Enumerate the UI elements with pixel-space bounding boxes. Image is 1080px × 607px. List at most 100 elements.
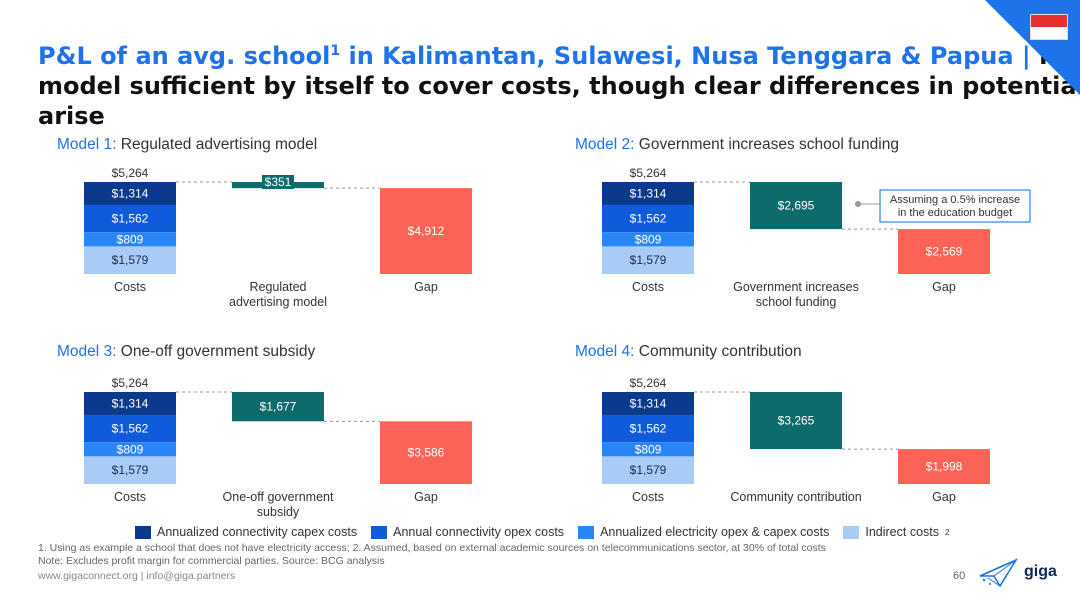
model-1-chart: $5,264 $1,314 $1,562 $809 $1,579 $351 $4,912 Co… <box>84 166 472 309</box>
legend-swatch-opex <box>371 525 388 539</box>
model-2-name: Government increases school funding <box>638 136 899 153</box>
legend-item-indirect: Indirect costs 2 <box>843 525 949 539</box>
electricity-segment-label: $809 <box>635 232 662 246</box>
gap-bar-label: $1,998 <box>926 460 963 474</box>
total-label: $5,264 <box>630 166 667 180</box>
indirect-segment-label: $1,579 <box>112 463 149 477</box>
legend-sup-indirect: 2 <box>945 527 950 537</box>
page-number: 60 <box>953 570 966 582</box>
category-label: Costs <box>114 490 146 504</box>
electricity-segment-label: $809 <box>117 442 144 456</box>
chart-legend: Annualized connectivity capex costs Annu… <box>135 525 949 539</box>
capex-segment <box>84 182 176 205</box>
indirect-segment-label: $1,579 <box>112 253 149 267</box>
model-bar <box>750 392 842 450</box>
category-label: Gap <box>414 490 438 504</box>
annotation-dot <box>855 201 861 207</box>
footnote-2: Note: Excludes profit margin for commerc… <box>38 555 385 567</box>
annotation-box <box>879 189 1031 223</box>
model-2-title: Model 2: Government increases school fun… <box>575 136 899 154</box>
electricity-segment <box>84 442 176 457</box>
indirect-segment <box>84 456 176 484</box>
model-2-number: Model 2: <box>575 136 635 153</box>
model-bar <box>750 182 842 230</box>
legend-swatch-indirect <box>843 525 860 539</box>
model-1-number: Model 1: <box>57 136 117 153</box>
legend-item-capex: Annualized connectivity capex costs <box>135 525 357 539</box>
opex-segment <box>84 204 176 233</box>
electricity-segment-label: $809 <box>117 232 144 246</box>
legend-swatch-capex <box>135 525 151 539</box>
model-bar-label: $3,265 <box>778 414 815 428</box>
page-title: P&L of an avg. school1 in Kalimantan, Su… <box>38 36 1080 131</box>
model-bar <box>232 392 324 422</box>
category-label: Regulated <box>250 280 307 294</box>
indirect-segment <box>84 246 176 274</box>
category-label: subsidy <box>257 505 300 519</box>
gap-bar-label: $4,912 <box>408 224 445 238</box>
opex-segment-label: $1,562 <box>112 212 149 226</box>
model-3-title: Model 3: One-off government subsidy <box>57 343 315 361</box>
electricity-segment <box>84 232 176 247</box>
indirect-segment <box>602 246 694 274</box>
category-label: Government increases <box>733 280 859 294</box>
category-label: Gap <box>414 280 438 294</box>
indirect-segment-label: $1,579 <box>630 253 667 267</box>
category-label: advertising model <box>229 295 327 309</box>
annotation-text: Assuming a 0.5% increase <box>890 194 1020 206</box>
model-bar-label: $351 <box>265 175 292 189</box>
footnote-1: 1. Using as example a school that does n… <box>38 542 826 554</box>
capex-segment-label: $1,314 <box>630 186 667 200</box>
giga-logo-icon <box>979 558 1019 588</box>
capex-segment <box>602 182 694 205</box>
model-3-number: Model 3: <box>57 343 117 360</box>
giga-logo-text: giga <box>1024 563 1057 580</box>
capex-segment-label: $1,314 <box>630 396 667 410</box>
annotation-text: in the education budget <box>898 207 1012 219</box>
category-label: Gap <box>932 280 956 294</box>
electricity-segment <box>602 442 694 457</box>
opex-segment <box>84 414 176 443</box>
category-label: Costs <box>114 280 146 294</box>
title-part1: P&L of an avg. school <box>38 42 331 70</box>
opex-segment-label: $1,562 <box>112 422 149 436</box>
model-3-chart: $5,264 $1,314 $1,562 $809 $1,579 $1,677 $3,586… <box>84 376 472 519</box>
total-label: $5,264 <box>630 376 667 390</box>
model-4-name: Community contribution <box>638 343 802 360</box>
electricity-segment <box>602 232 694 247</box>
legend-label-opex: Annual connectivity opex costs <box>393 525 565 539</box>
title-sup: 1 <box>330 43 341 59</box>
legend-label-capex: Annualized connectivity capex costs <box>157 525 358 539</box>
indonesia-flag-icon <box>1030 14 1068 40</box>
gap-bar <box>380 421 472 484</box>
opex-segment <box>602 414 694 443</box>
category-label: school funding <box>756 295 837 309</box>
model-bar-label: $2,695 <box>778 199 815 213</box>
model-bar-label: $1,677 <box>260 400 297 414</box>
gap-bar <box>898 229 990 274</box>
total-label: $5,264 <box>112 376 149 390</box>
title-part2: in Kalimantan, Sulawesi, Nusa Tenggara &… <box>340 42 1040 70</box>
gap-bar <box>898 449 990 484</box>
gap-bar-label: $2,569 <box>926 245 963 259</box>
opex-segment <box>602 204 694 233</box>
model-4-number: Model 4: <box>575 343 635 360</box>
footer-links[interactable]: www.gigaconnect.org | info@giga.partners <box>38 570 236 582</box>
capex-segment-label: $1,314 <box>112 396 149 410</box>
model-1-name: Regulated advertising model <box>120 136 318 153</box>
capex-segment-label: $1,314 <box>112 186 149 200</box>
model-3-name: One-off government subsidy <box>120 343 316 360</box>
capex-segment <box>84 392 176 415</box>
gap-bar <box>380 188 472 274</box>
indirect-segment-label: $1,579 <box>630 463 667 477</box>
legend-label-indirect: Indirect costs <box>865 525 939 539</box>
model-4-title: Model 4: Community contribution <box>575 343 802 361</box>
model-1-title: Model 1: Regulated advertising model <box>57 136 317 154</box>
legend-label-electricity: Annualized electricity opex & capex cost… <box>600 525 830 539</box>
category-label: Community contribution <box>730 490 861 504</box>
legend-item-electricity: Annualized electricity opex & capex cost… <box>578 525 829 539</box>
category-label: Costs <box>632 490 664 504</box>
opex-segment-label: $1,562 <box>630 422 667 436</box>
title-line2: model sufficient by itself to cover cost… <box>38 72 1080 100</box>
title-line3: arise <box>38 102 105 130</box>
